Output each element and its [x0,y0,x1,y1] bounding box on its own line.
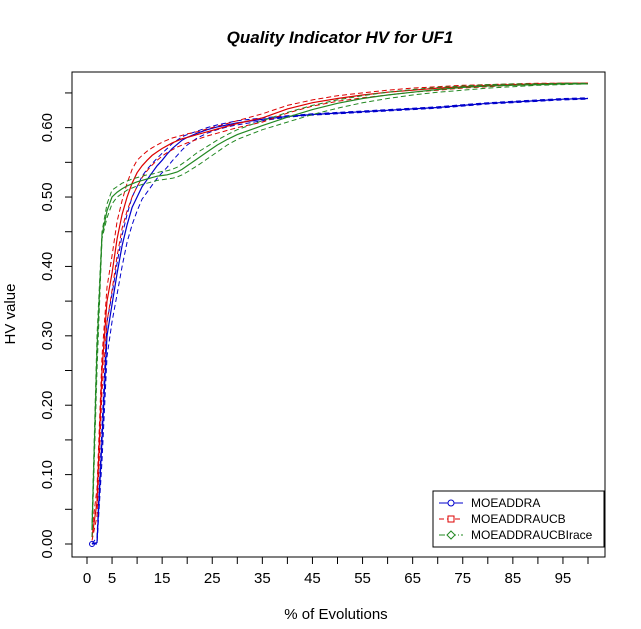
y-axis-label: HV value [2,284,19,345]
series-moeaddra [89,97,589,547]
legend-label: MOEADDRAUCBIrace [471,528,593,542]
series-band-lower [91,83,589,538]
y-tick-label: 0.50 [39,182,56,211]
series-moeaddraucbirace [91,82,589,538]
legend-box [432,490,605,548]
x-axis-label: % of Evolutions [284,606,387,623]
series-band-lower [92,98,589,545]
x-tick-label: 25 [204,570,221,587]
series-band-upper [91,82,588,524]
y-tick-label: 0.20 [39,391,56,420]
x-tick-label: 45 [304,570,321,587]
series-point [89,541,96,547]
legend-marker-diamond [446,530,456,540]
y-tick-label: 0.30 [39,321,56,350]
x-tick-label: 65 [404,570,421,587]
plot-frame [71,71,606,558]
y-tick-label: 0.40 [39,252,56,281]
series-band-upper [91,97,589,545]
x-tick-label: 15 [154,570,171,587]
series-layer [89,82,589,547]
chart-title: Quality Indicator HV for UF1 [227,28,454,47]
x-tick-label: 55 [354,570,371,587]
x-tick-label: 0 [83,570,91,587]
x-tick-label: 35 [254,570,271,587]
series-band-lower [91,82,589,541]
y-tick-label: 0.00 [39,529,56,558]
legend-label: MOEADDRA [471,496,540,510]
x-tick-label: 5 [108,570,116,587]
axis-ticks: 0 5 15 25 35 45 55 65 75 85 95 0.00 0.10 0.20 0.30 0.40… [39,92,589,587]
series-line [91,97,589,545]
legend-marker-circle [447,499,455,507]
x-tick-label: 95 [555,570,572,587]
series-band-upper [91,82,588,531]
x-tick-label: 75 [454,570,471,587]
series-line [91,82,588,538]
legend-label: MOEADDRAUCB [471,512,566,526]
legend: MOEADDRA MOEADDRAUCB MOEADDRAUCBIrace [432,490,605,548]
series-line [91,83,588,531]
legend-marker-square [447,515,455,523]
y-tick-label: 0.10 [39,460,56,489]
series-moeaddraucb [91,82,589,541]
y-tick-label: 0.60 [39,113,56,142]
x-tick-label: 85 [505,570,522,587]
